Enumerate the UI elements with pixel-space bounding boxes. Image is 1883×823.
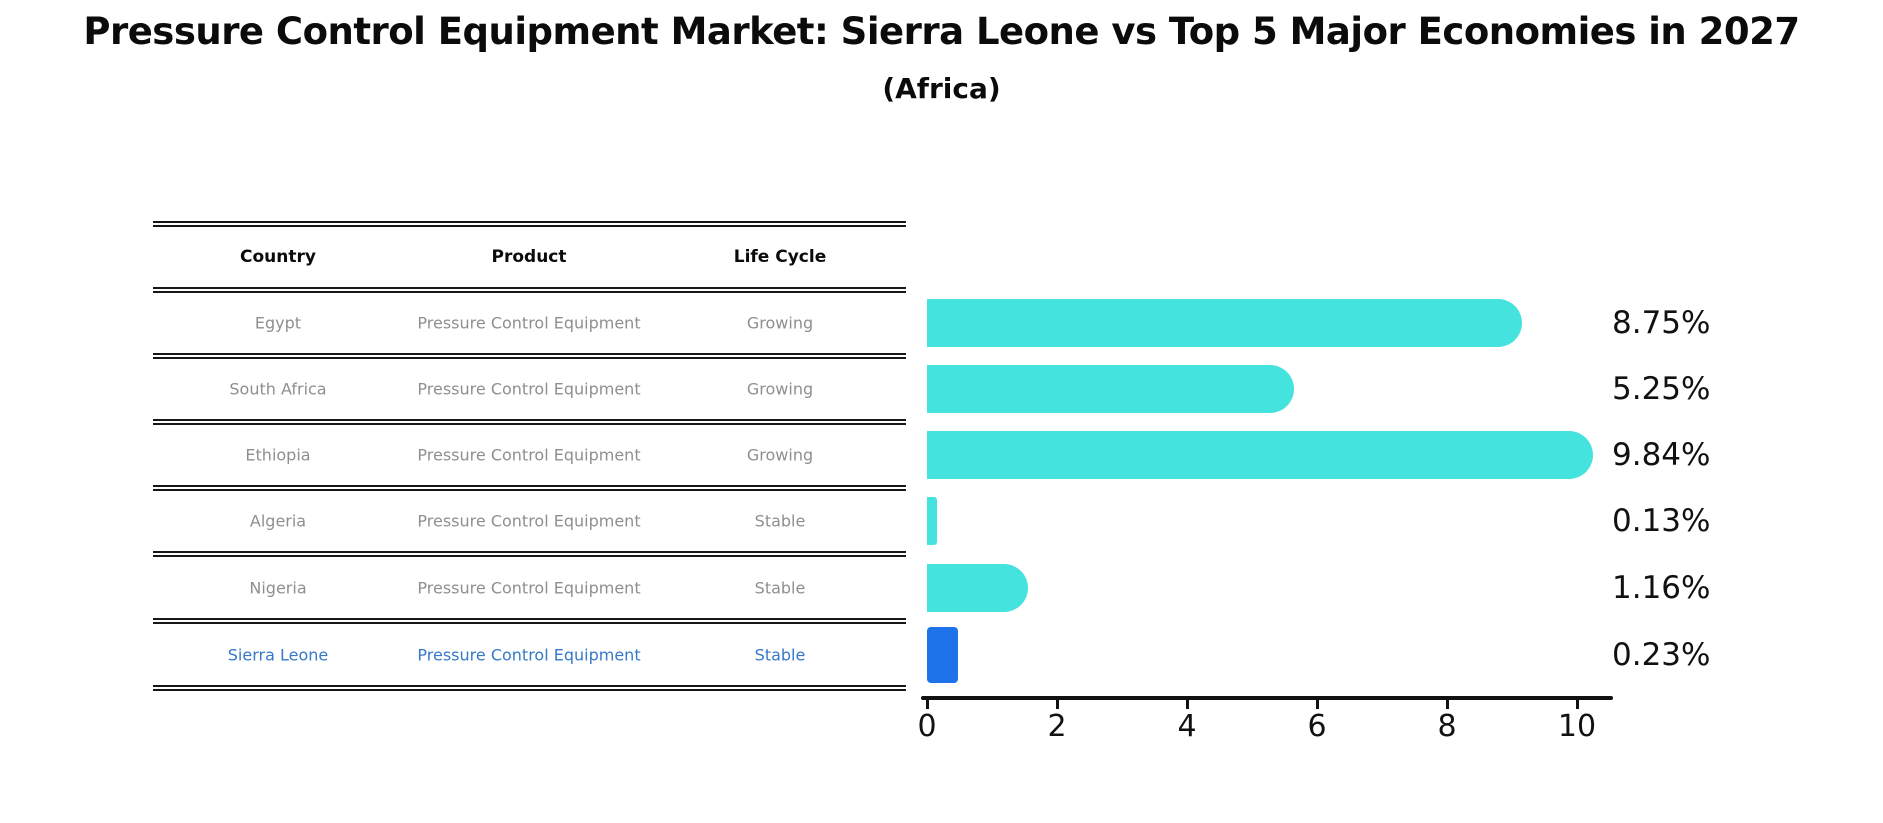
table-divider: [153, 618, 906, 624]
x-axis-tick: [1576, 699, 1579, 709]
product-cell: Pressure Control Equipment: [417, 313, 641, 333]
table-divider: [153, 353, 906, 359]
table-divider: [153, 419, 906, 425]
country-cell: Algeria: [249, 511, 307, 531]
x-axis-tick: [1446, 699, 1449, 709]
chart-subtitle: (Africa): [882, 72, 1001, 105]
bar-algeria: [927, 497, 938, 545]
table-divider: [153, 551, 906, 557]
life-cycle-cell: Growing: [746, 313, 814, 333]
country-cell: South Africa: [229, 379, 327, 399]
x-axis-line: [921, 696, 1613, 700]
value-label: 9.84%: [1612, 437, 1711, 473]
product-cell: Pressure Control Equipment: [417, 645, 641, 664]
country-cell: Nigeria: [249, 578, 307, 597]
value-label: 8.75%: [1612, 305, 1711, 341]
table-header-country: Country: [240, 247, 316, 267]
table-top-border: [153, 221, 906, 227]
country-cell: Sierra Leone: [227, 645, 329, 664]
chart-title: Pressure Control Equipment Market: Sierr…: [83, 10, 1800, 53]
life-cycle-cell: Stable: [754, 511, 806, 531]
bar-south-africa: [927, 365, 1295, 413]
product-cell: Pressure Control Equipment: [417, 511, 641, 531]
table-header-life-cycle: Life Cycle: [733, 247, 827, 267]
country-cell: Egypt: [254, 313, 302, 333]
x-axis-tick: [1056, 699, 1059, 709]
life-cycle-cell: Stable: [754, 578, 806, 597]
value-label: 1.16%: [1612, 569, 1711, 606]
x-axis-tick: [926, 699, 929, 709]
life-cycle-cell: Growing: [746, 379, 814, 399]
product-cell: Pressure Control Equipment: [417, 445, 641, 465]
table-divider: [153, 485, 906, 491]
x-axis-tick-label: 2: [1047, 709, 1067, 744]
x-axis-tick-label: 6: [1307, 709, 1327, 744]
table-bottom-border: [153, 685, 906, 691]
table-header-product: Product: [491, 247, 567, 267]
bar-sierra-leone: [927, 626, 958, 683]
value-label: 5.25%: [1612, 371, 1711, 407]
x-axis-tick-label: 8: [1437, 709, 1457, 744]
x-axis-tick-label: 0: [917, 709, 937, 744]
country-cell: Ethiopia: [245, 445, 311, 465]
life-cycle-cell: Stable: [754, 645, 806, 664]
life-cycle-cell: Growing: [746, 445, 814, 465]
value-label: 0.23%: [1612, 636, 1711, 673]
x-axis-tick-label: 4: [1177, 709, 1197, 744]
product-cell: Pressure Control Equipment: [417, 578, 641, 597]
bar-egypt: [927, 299, 1522, 347]
bar-ethiopia: [927, 431, 1593, 479]
x-axis-tick: [1316, 699, 1319, 709]
x-axis-tick: [1186, 699, 1189, 709]
x-axis-tick-label: 10: [1557, 709, 1597, 744]
value-label: 0.13%: [1612, 503, 1711, 539]
product-cell: Pressure Control Equipment: [417, 379, 641, 399]
table-divider: [153, 287, 906, 293]
bar-nigeria: [927, 563, 1029, 612]
